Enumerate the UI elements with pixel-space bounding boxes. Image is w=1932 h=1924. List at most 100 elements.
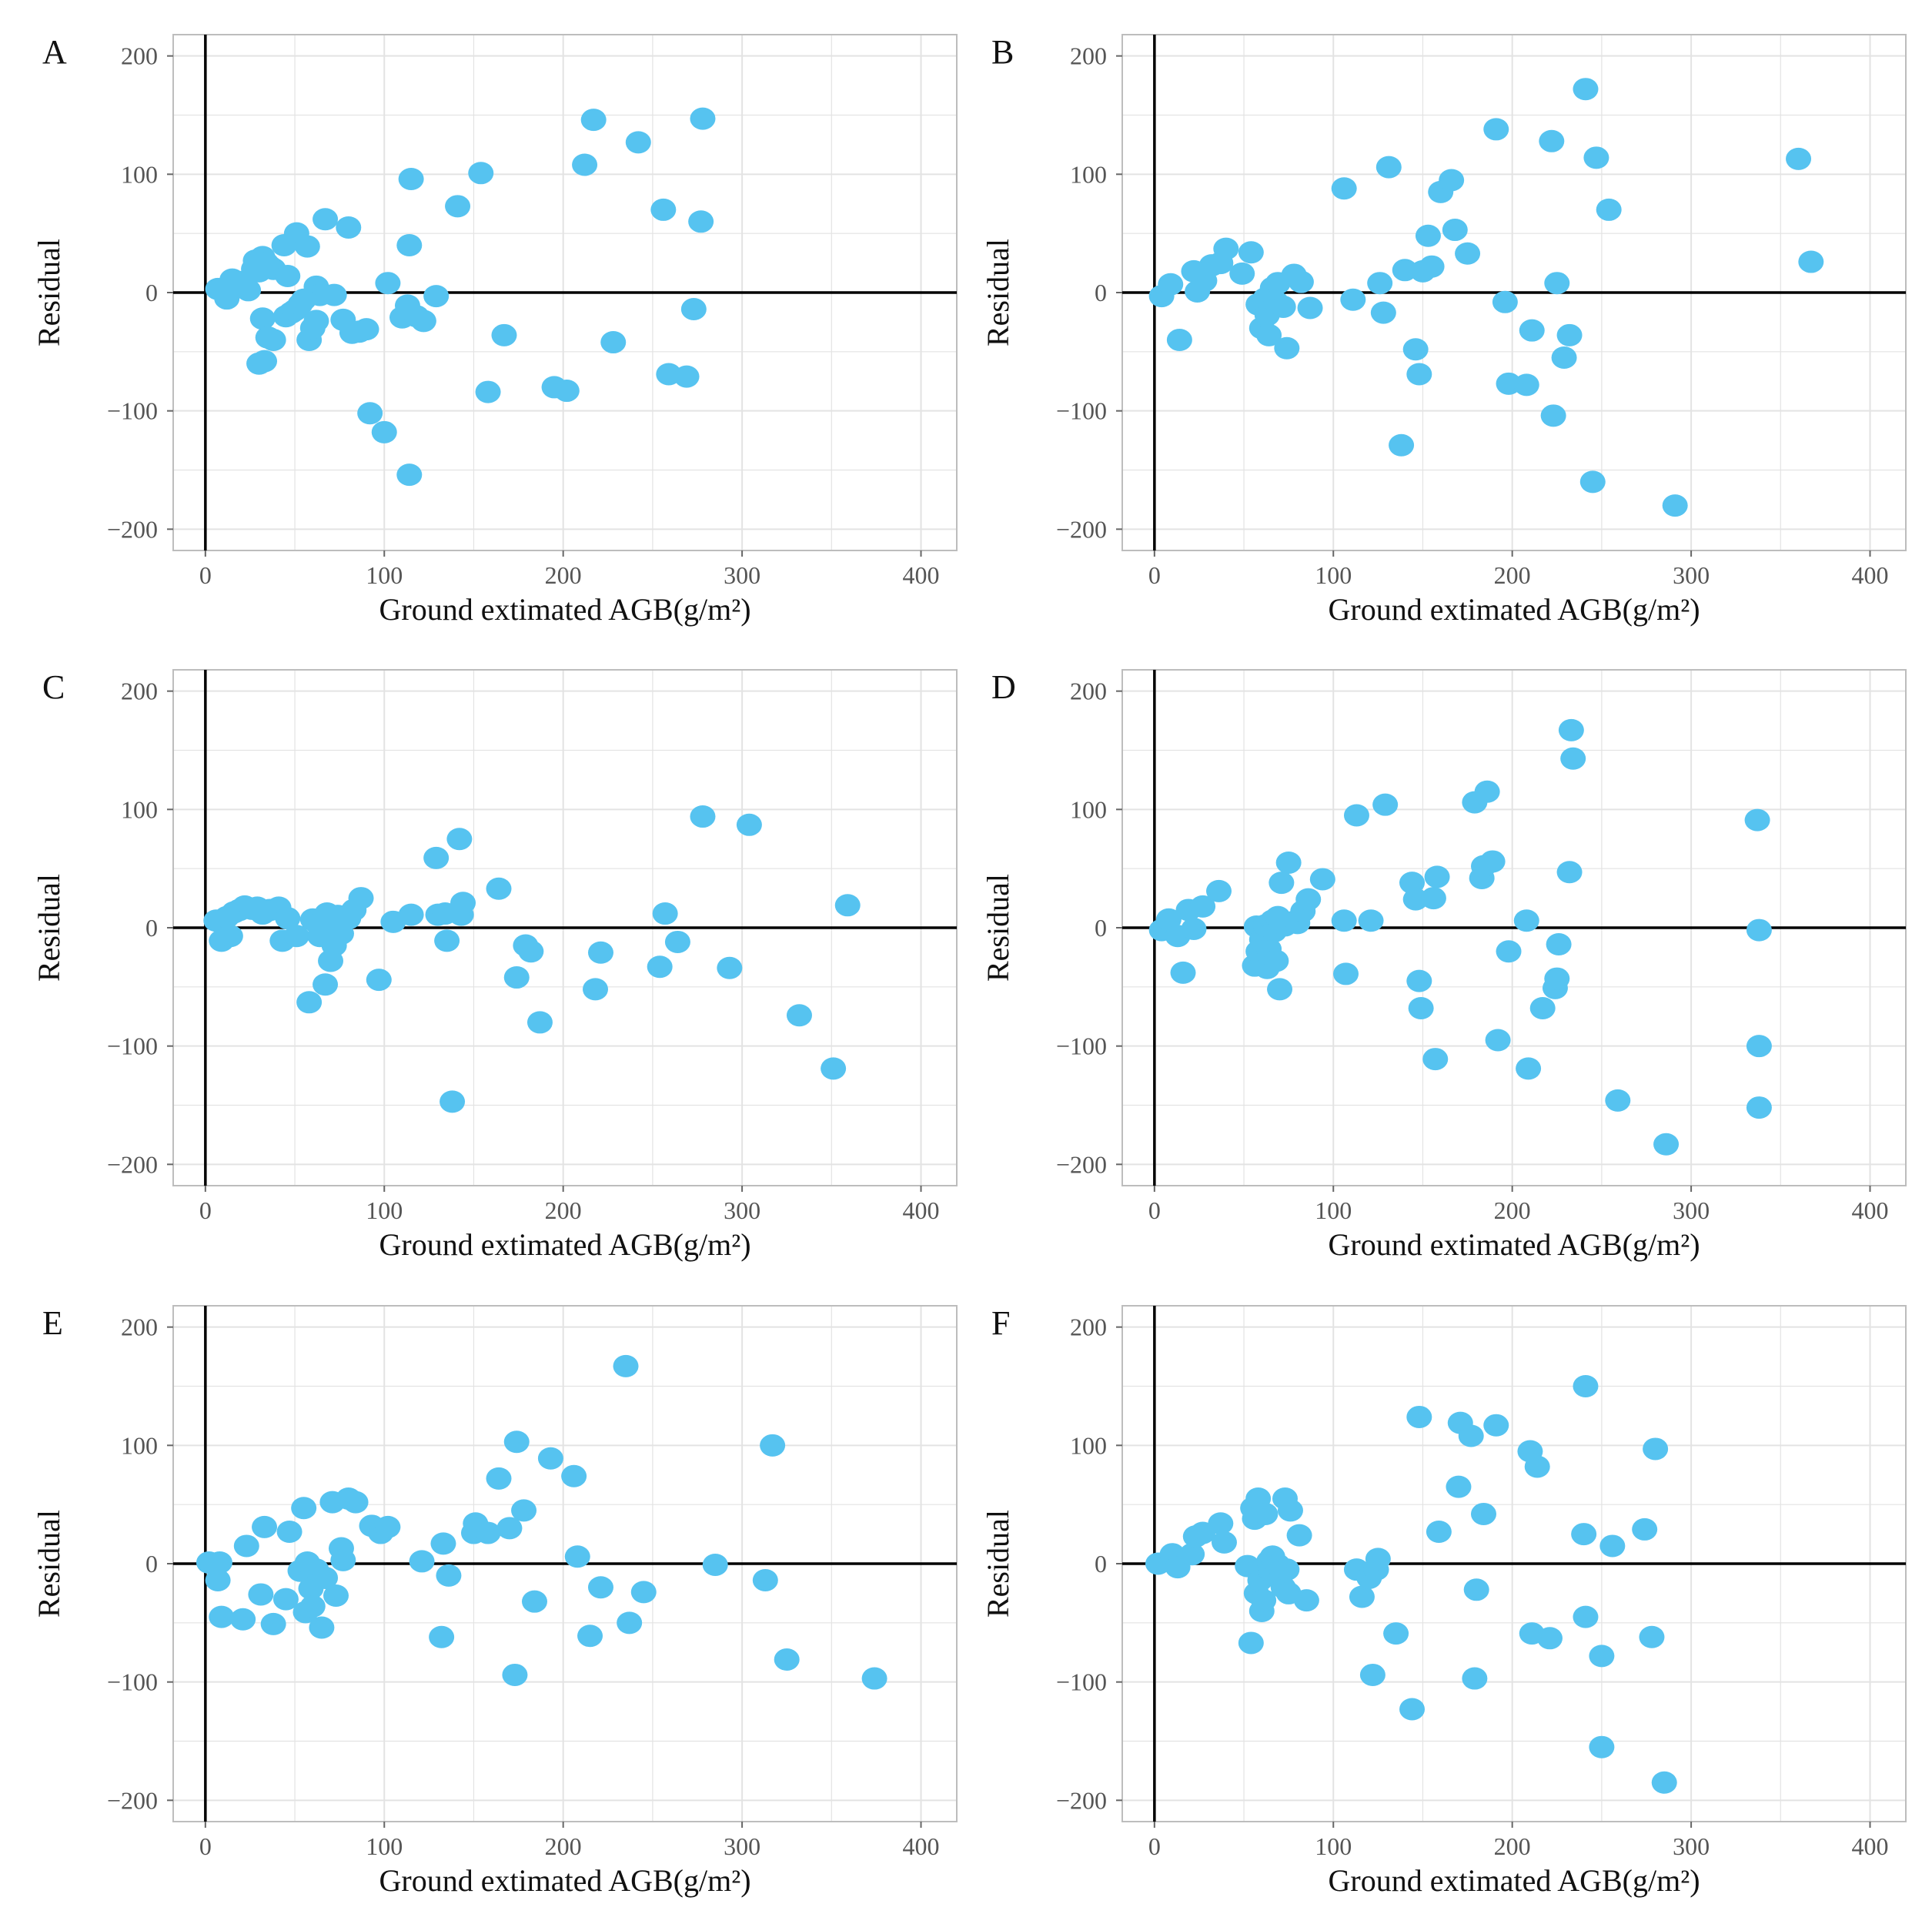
data-point (1419, 255, 1445, 278)
data-point (518, 940, 544, 963)
data-point (786, 1004, 812, 1027)
data-point (1524, 1455, 1550, 1478)
data-point (760, 1434, 786, 1457)
data-point (249, 307, 276, 330)
data-point (1358, 909, 1384, 932)
y-axis-title: Residual (32, 874, 66, 982)
data-point (587, 1576, 613, 1599)
y-tick-label: −100 (107, 397, 158, 425)
data-point (564, 1545, 590, 1568)
y-tick-label: 0 (145, 1550, 158, 1578)
data-point (429, 1625, 455, 1648)
x-tick-label: 0 (199, 561, 212, 589)
data-point (1340, 288, 1366, 311)
y-tick-label: −100 (1056, 1668, 1107, 1696)
y-tick-label: −200 (107, 1150, 158, 1178)
data-point (209, 1605, 235, 1628)
data-point (299, 1594, 326, 1618)
data-point (1798, 250, 1824, 273)
data-point (690, 107, 716, 130)
x-tick-label: 0 (199, 1832, 212, 1860)
data-point (1399, 1698, 1426, 1721)
data-point (375, 272, 401, 295)
data-point (1544, 967, 1570, 990)
data-point (1208, 1512, 1234, 1535)
data-point (1442, 219, 1468, 242)
data-point (702, 1554, 728, 1577)
y-tick-label: 0 (145, 914, 158, 942)
y-tick-label: −100 (107, 1668, 158, 1696)
data-point (252, 1515, 278, 1538)
y-tick-label: 100 (121, 1431, 158, 1459)
data-point (503, 966, 530, 989)
x-tick-label: 300 (724, 1832, 760, 1860)
data-point (1746, 919, 1772, 942)
data-point (343, 1491, 369, 1514)
data-point (398, 167, 424, 190)
data-point (1270, 295, 1296, 318)
data-point (680, 298, 707, 321)
data-point (450, 892, 476, 915)
panel-letter: E (42, 1304, 63, 1342)
y-tick-label: 200 (1070, 42, 1107, 70)
data-point (1297, 296, 1323, 320)
data-point (572, 153, 598, 176)
data-point (1181, 918, 1207, 941)
data-point (1551, 346, 1577, 370)
data-point (752, 1569, 778, 1592)
data-point (1331, 177, 1357, 200)
data-point (276, 1521, 303, 1544)
data-point (291, 288, 317, 311)
y-tick-label: −200 (107, 515, 158, 543)
data-point (1277, 1499, 1303, 1522)
x-tick-label: 400 (1852, 1196, 1889, 1224)
data-point (1288, 270, 1314, 293)
data-point (1170, 961, 1196, 984)
data-point (1519, 319, 1545, 342)
data-point (1263, 949, 1289, 972)
x-tick-label: 100 (1315, 1832, 1352, 1860)
data-point (577, 1625, 603, 1648)
data-point (272, 1588, 299, 1611)
data-point (1643, 1437, 1669, 1461)
data-point (1589, 1735, 1615, 1758)
x-tick-label: 0 (199, 1196, 212, 1224)
data-point (1179, 1543, 1205, 1566)
data-point (587, 941, 613, 964)
data-point (248, 1583, 274, 1606)
data-point (1544, 272, 1570, 295)
data-point (423, 846, 450, 869)
y-axis-title: Residual (981, 239, 1015, 346)
data-point (1536, 1627, 1563, 1650)
data-point (1556, 323, 1583, 346)
data-point (252, 350, 278, 373)
y-tick-label: 200 (121, 1313, 158, 1341)
data-point (1458, 1424, 1484, 1447)
panel-letter: C (42, 668, 65, 706)
x-tick-label: 100 (366, 1832, 403, 1860)
data-point (475, 380, 501, 403)
data-point (674, 365, 700, 388)
data-point (1470, 1502, 1496, 1525)
data-point (1529, 996, 1556, 1019)
data-point (1406, 363, 1432, 386)
y-tick-label: 200 (121, 678, 158, 705)
data-point (1251, 1589, 1277, 1612)
data-point (445, 195, 471, 218)
data-point (1331, 909, 1357, 932)
panel-a: 0 100 200 300 400 −200 −100 0 100 200 Ground extim… (32, 33, 958, 627)
data-point (1158, 273, 1184, 296)
data-point (1556, 861, 1583, 884)
data-point (496, 1517, 523, 1540)
y-tick-label: 100 (1070, 1431, 1107, 1459)
data-point (230, 1608, 256, 1631)
panel-b: 0 100 200 300 400 −200 −100 0 100 200 Ground extim… (981, 33, 1907, 627)
y-tick-label: 100 (1070, 160, 1107, 188)
data-point (1420, 887, 1446, 910)
y-tick-label: 0 (1095, 914, 1107, 942)
y-tick-label: 200 (1070, 678, 1107, 705)
data-point (1422, 1048, 1449, 1071)
data-point (1238, 1631, 1264, 1655)
data-point (1349, 1585, 1375, 1608)
